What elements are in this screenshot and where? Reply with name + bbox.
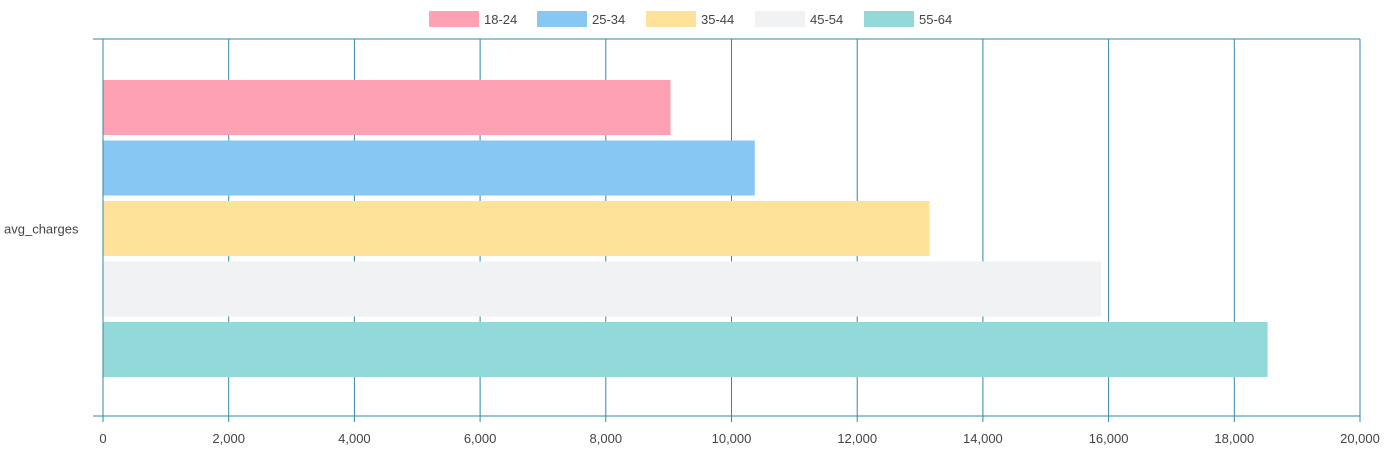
legend-swatch-45-54 <box>755 11 805 27</box>
legend-label-25-34: 25-34 <box>592 12 625 27</box>
legend-label-45-54: 45-54 <box>810 12 843 27</box>
legend-swatch-35-44 <box>646 11 696 27</box>
x-tick-label: 12,000 <box>837 431 877 446</box>
x-tick-label: 0 <box>99 431 106 446</box>
x-tick-label: 14,000 <box>963 431 1003 446</box>
x-tick-label: 6,000 <box>464 431 497 446</box>
axes <box>93 38 1361 422</box>
bar-55-64 <box>103 322 1268 377</box>
bar-25-34 <box>103 140 755 196</box>
legend-swatch-25-34 <box>537 11 587 27</box>
legend-label-35-44: 35-44 <box>701 12 734 27</box>
bar-35-44 <box>103 201 930 256</box>
y-category-label: avg_charges <box>4 222 79 237</box>
bars <box>103 80 1268 377</box>
bar-18-24 <box>103 80 671 135</box>
bar-45-54 <box>103 261 1102 317</box>
x-tick-label: 16,000 <box>1089 431 1129 446</box>
x-tick-label: 8,000 <box>590 431 623 446</box>
x-tick-label: 20,000 <box>1340 431 1380 446</box>
legend-label-18-24: 18-24 <box>484 12 517 27</box>
labels: 0 2,000 4,000 6,000 8,000 10,000 12,000 14,000 1… <box>4 222 1380 447</box>
legend-swatch-55-64 <box>864 11 914 27</box>
legend-swatch-18-24 <box>429 11 479 27</box>
x-tick-label: 4,000 <box>338 431 371 446</box>
legend: 18-24 25-34 35-44 45-54 55-64 <box>429 11 952 27</box>
legend-label-55-64: 55-64 <box>919 12 952 27</box>
x-tick-label: 2,000 <box>212 431 245 446</box>
x-tick-label: 10,000 <box>712 431 752 446</box>
x-tick-label: 18,000 <box>1214 431 1254 446</box>
